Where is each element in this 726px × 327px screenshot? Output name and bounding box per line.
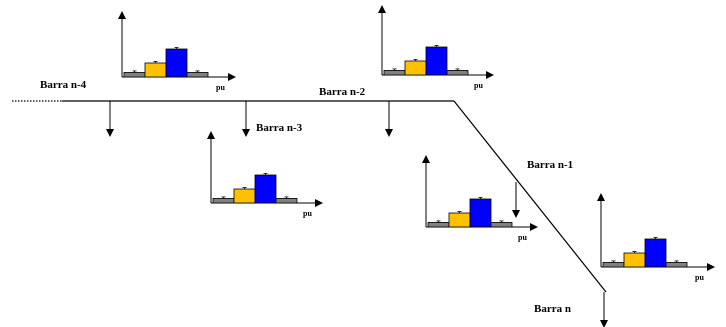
bar	[186, 72, 209, 78]
bar	[427, 222, 450, 228]
bar	[404, 60, 427, 76]
bar	[490, 222, 513, 228]
x-axis-label: pu	[474, 81, 483, 90]
bar	[275, 198, 298, 204]
mini-chart-5: pu	[597, 193, 715, 282]
bar	[665, 262, 688, 268]
bar	[602, 262, 625, 268]
bar	[383, 70, 406, 76]
bus-label-n4: Barra n-4	[40, 79, 87, 91]
bar	[446, 70, 469, 76]
x-axis-label: pu	[303, 209, 312, 218]
bus-label-n1: Barra n-1	[527, 159, 573, 171]
bar	[212, 198, 235, 204]
load-arrows	[106, 101, 608, 327]
bus-label-n: Barra n	[534, 303, 571, 315]
mini-chart-3: pu	[207, 131, 323, 218]
mini-chart-1: pu	[118, 11, 236, 92]
bar	[425, 46, 448, 76]
bus-label-n2: Barra n-2	[319, 86, 366, 98]
bus-label-n3: Barra n-3	[256, 122, 303, 134]
bar	[448, 212, 471, 228]
mini-chart-4: pu	[422, 155, 538, 242]
mini-chart-2: pu	[378, 5, 494, 90]
x-axis-label: pu	[518, 233, 527, 242]
x-axis-label: pu	[695, 273, 704, 282]
x-axis-label: pu	[216, 83, 225, 92]
bar	[165, 48, 188, 78]
bar	[254, 174, 277, 204]
bar	[644, 238, 667, 268]
bus-line-diagonal	[453, 100, 607, 293]
bar	[123, 72, 146, 78]
bar	[144, 62, 167, 78]
bar	[469, 198, 492, 228]
bar	[623, 252, 646, 268]
bar	[233, 188, 256, 204]
bus-line	[12, 100, 607, 293]
